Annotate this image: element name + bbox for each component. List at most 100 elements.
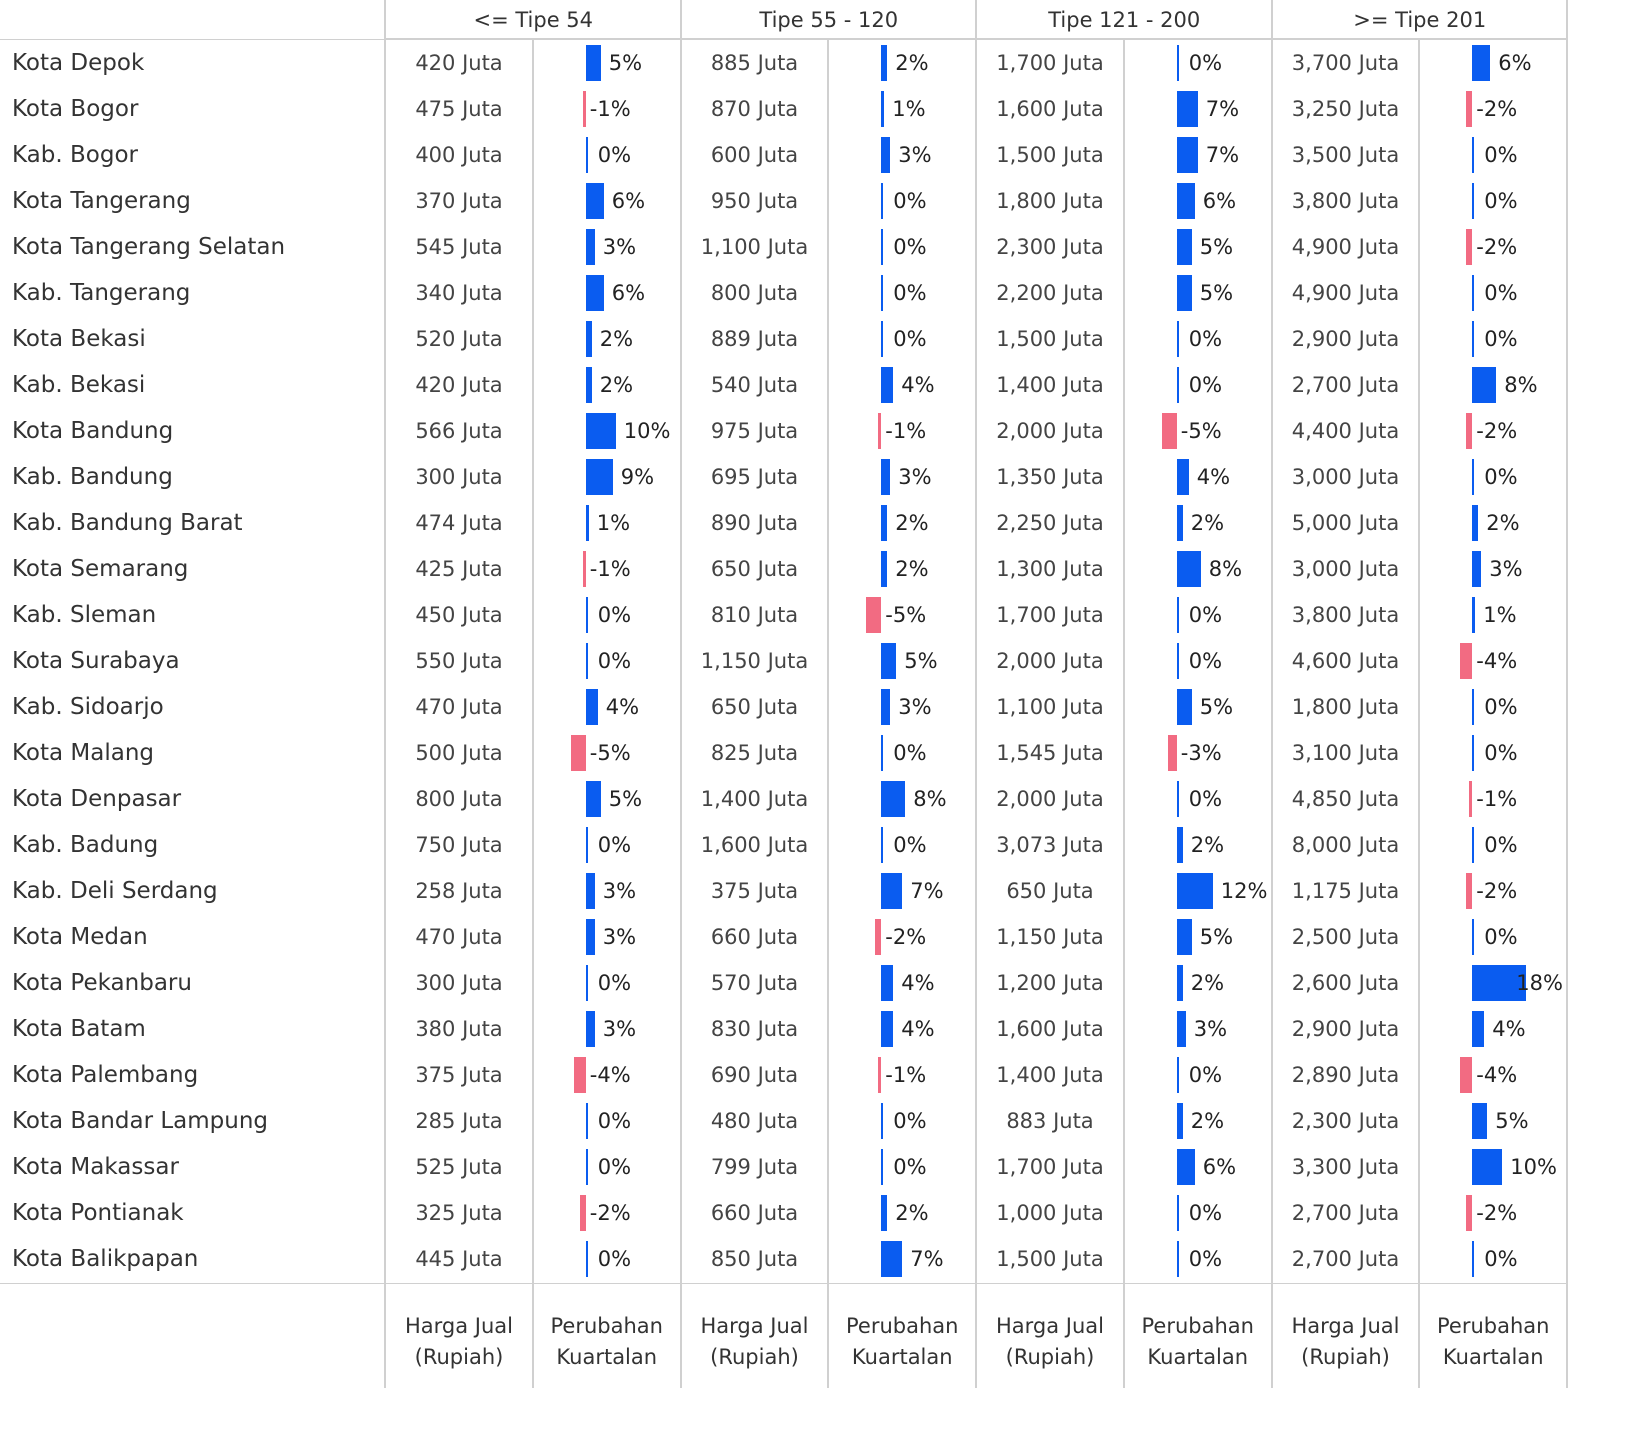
positive-change-bar — [1176, 275, 1192, 311]
table-row: Kab. Sidoarjo 470 Juta 4% 650 Juta 3% 1,100 J… — [0, 684, 1567, 730]
price-value: 1,500 Juta — [996, 1247, 1104, 1271]
price-value: 850 Juta — [710, 1247, 799, 1271]
positive-change-bar — [1176, 827, 1183, 863]
change-label: -5% — [885, 603, 927, 627]
positive-change-bar — [1176, 229, 1192, 265]
price-value: 300 Juta — [415, 971, 503, 995]
row-label: Kota Depok — [12, 50, 145, 76]
price-value: 1,800 Juta — [1291, 695, 1400, 719]
negative-change-bar — [579, 1195, 586, 1231]
table-row: Kab. Sleman 450 Juta 0% 810 Juta -5% 1,700 Ju… — [0, 592, 1567, 638]
change-label: 0% — [1484, 281, 1518, 305]
price-value: 475 Juta — [415, 97, 503, 121]
change-label: -2% — [885, 925, 927, 949]
change-label: 0% — [1484, 925, 1518, 949]
negative-change-bar — [875, 919, 882, 955]
price-value: 340 Juta — [415, 281, 503, 305]
column-divider — [975, 0, 977, 1388]
change-label: 2% — [895, 1201, 929, 1225]
table-row: Kab. Badung 750 Juta 0% 1,600 Juta 0% 3,073 J… — [0, 822, 1567, 868]
positive-change-bar — [1472, 1103, 1488, 1139]
table-row: Kota Palembang 375 Juta -4% 690 Juta -1% 1,40… — [0, 1052, 1567, 1098]
change-label: -4% — [1476, 649, 1518, 673]
price-value: 375 Juta — [415, 1063, 503, 1087]
table-row: Kota Balikpapan 445 Juta 0% 850 Juta 7% 1,500… — [0, 1236, 1567, 1282]
price-value: 650 Juta — [710, 557, 799, 581]
change-label: 5% — [1199, 281, 1234, 305]
price-value: 1,500 Juta — [996, 327, 1104, 351]
positive-change-bar — [1472, 597, 1476, 633]
price-value: 2,890 Juta — [1291, 1063, 1400, 1087]
change-label: 6% — [611, 189, 646, 213]
positive-change-bar — [1472, 551, 1482, 587]
positive-change-bar — [585, 1149, 588, 1185]
price-value: 1,200 Juta — [996, 971, 1104, 995]
change-label: 0% — [1188, 327, 1223, 351]
change-label: -2% — [589, 1201, 631, 1225]
change-label: 3% — [898, 465, 932, 489]
positive-change-bar — [881, 229, 884, 265]
table-row: Kota Pekanbaru 300 Juta 0% 570 Juta 4% 1,200 … — [0, 960, 1567, 1006]
negative-change-bar — [573, 1057, 586, 1093]
change-label: -1% — [589, 97, 631, 121]
change-label: 5% — [1199, 925, 1234, 949]
price-value: 1,600 Juta — [996, 97, 1104, 121]
price-value: 885 Juta — [710, 51, 799, 75]
positive-change-bar — [1472, 689, 1475, 725]
price-value: 1,700 Juta — [996, 51, 1104, 75]
column-divider — [1122, 40, 1125, 1388]
price-value: 470 Juta — [415, 695, 503, 719]
row-label: Kab. Sleman — [12, 602, 157, 628]
positive-change-bar — [1176, 459, 1189, 495]
price-value: 500 Juta — [415, 741, 503, 765]
price-value: 825 Juta — [710, 741, 799, 765]
change-label: -1% — [589, 557, 631, 581]
change-label: 7% — [910, 1247, 944, 1271]
positive-change-bar — [1472, 137, 1475, 173]
change-label: 2% — [599, 327, 634, 351]
row-label: Kab. Bandung — [12, 464, 173, 490]
row-label: Kota Bandar Lampung — [12, 1108, 269, 1134]
change-label: 4% — [1492, 1017, 1526, 1041]
price-value: 425 Juta — [415, 557, 503, 581]
change-label: -1% — [885, 419, 927, 443]
price-value: 975 Juta — [710, 419, 799, 443]
row-label: Kota Balikpapan — [12, 1246, 199, 1272]
price-value: 1,700 Juta — [996, 603, 1104, 627]
table-row: Kab. Tangerang 340 Juta 6% 800 Juta 0% 2,200 … — [0, 270, 1567, 316]
change-label: 0% — [1188, 1247, 1223, 1271]
row-label: Kota Bandung — [12, 418, 174, 444]
change-label: 3% — [602, 1017, 637, 1041]
positive-change-bar — [1176, 1241, 1179, 1277]
positive-change-bar — [585, 827, 588, 863]
table-bottom-divider — [0, 1283, 1567, 1284]
change-label: 18% — [1516, 971, 1563, 995]
table-row: Kota Malang 500 Juta -5% 825 Juta 0% 1,545 Ju… — [0, 730, 1567, 776]
positive-change-bar — [881, 1149, 884, 1185]
positive-change-bar — [1472, 321, 1475, 357]
change-label: -1% — [1476, 787, 1518, 811]
row-label: Kota Palembang — [12, 1062, 199, 1088]
price-value: 1,150 Juta — [996, 925, 1104, 949]
positive-change-bar — [881, 1011, 894, 1047]
table-row: Kab. Bandung 300 Juta 9% 695 Juta 3% 1,350 Ju… — [0, 454, 1567, 500]
positive-change-bar — [1176, 1195, 1179, 1231]
change-label: 6% — [1202, 1155, 1237, 1179]
positive-change-bar — [1472, 1241, 1475, 1277]
negative-change-bar — [582, 91, 586, 127]
positive-change-bar — [1176, 1057, 1179, 1093]
price-value: 2,900 Juta — [1291, 327, 1400, 351]
negative-change-bar — [878, 413, 882, 449]
change-label: 6% — [611, 281, 646, 305]
row-label: Kota Bogor — [12, 96, 139, 122]
price-column-label: Harga Jual (Rupiah) — [404, 1314, 513, 1369]
positive-change-bar — [881, 781, 906, 817]
price-value: 520 Juta — [415, 327, 503, 351]
table-row: Kota Semarang 425 Juta -1% 650 Juta 2% 1,300 … — [0, 546, 1567, 592]
change-label: 0% — [1484, 695, 1518, 719]
positive-change-bar — [881, 183, 884, 219]
positive-change-bar — [1472, 367, 1497, 403]
price-value: 1,700 Juta — [996, 1155, 1104, 1179]
price-column-label: Harga Jual (Rupiah) — [1291, 1314, 1400, 1369]
positive-change-bar — [881, 505, 888, 541]
